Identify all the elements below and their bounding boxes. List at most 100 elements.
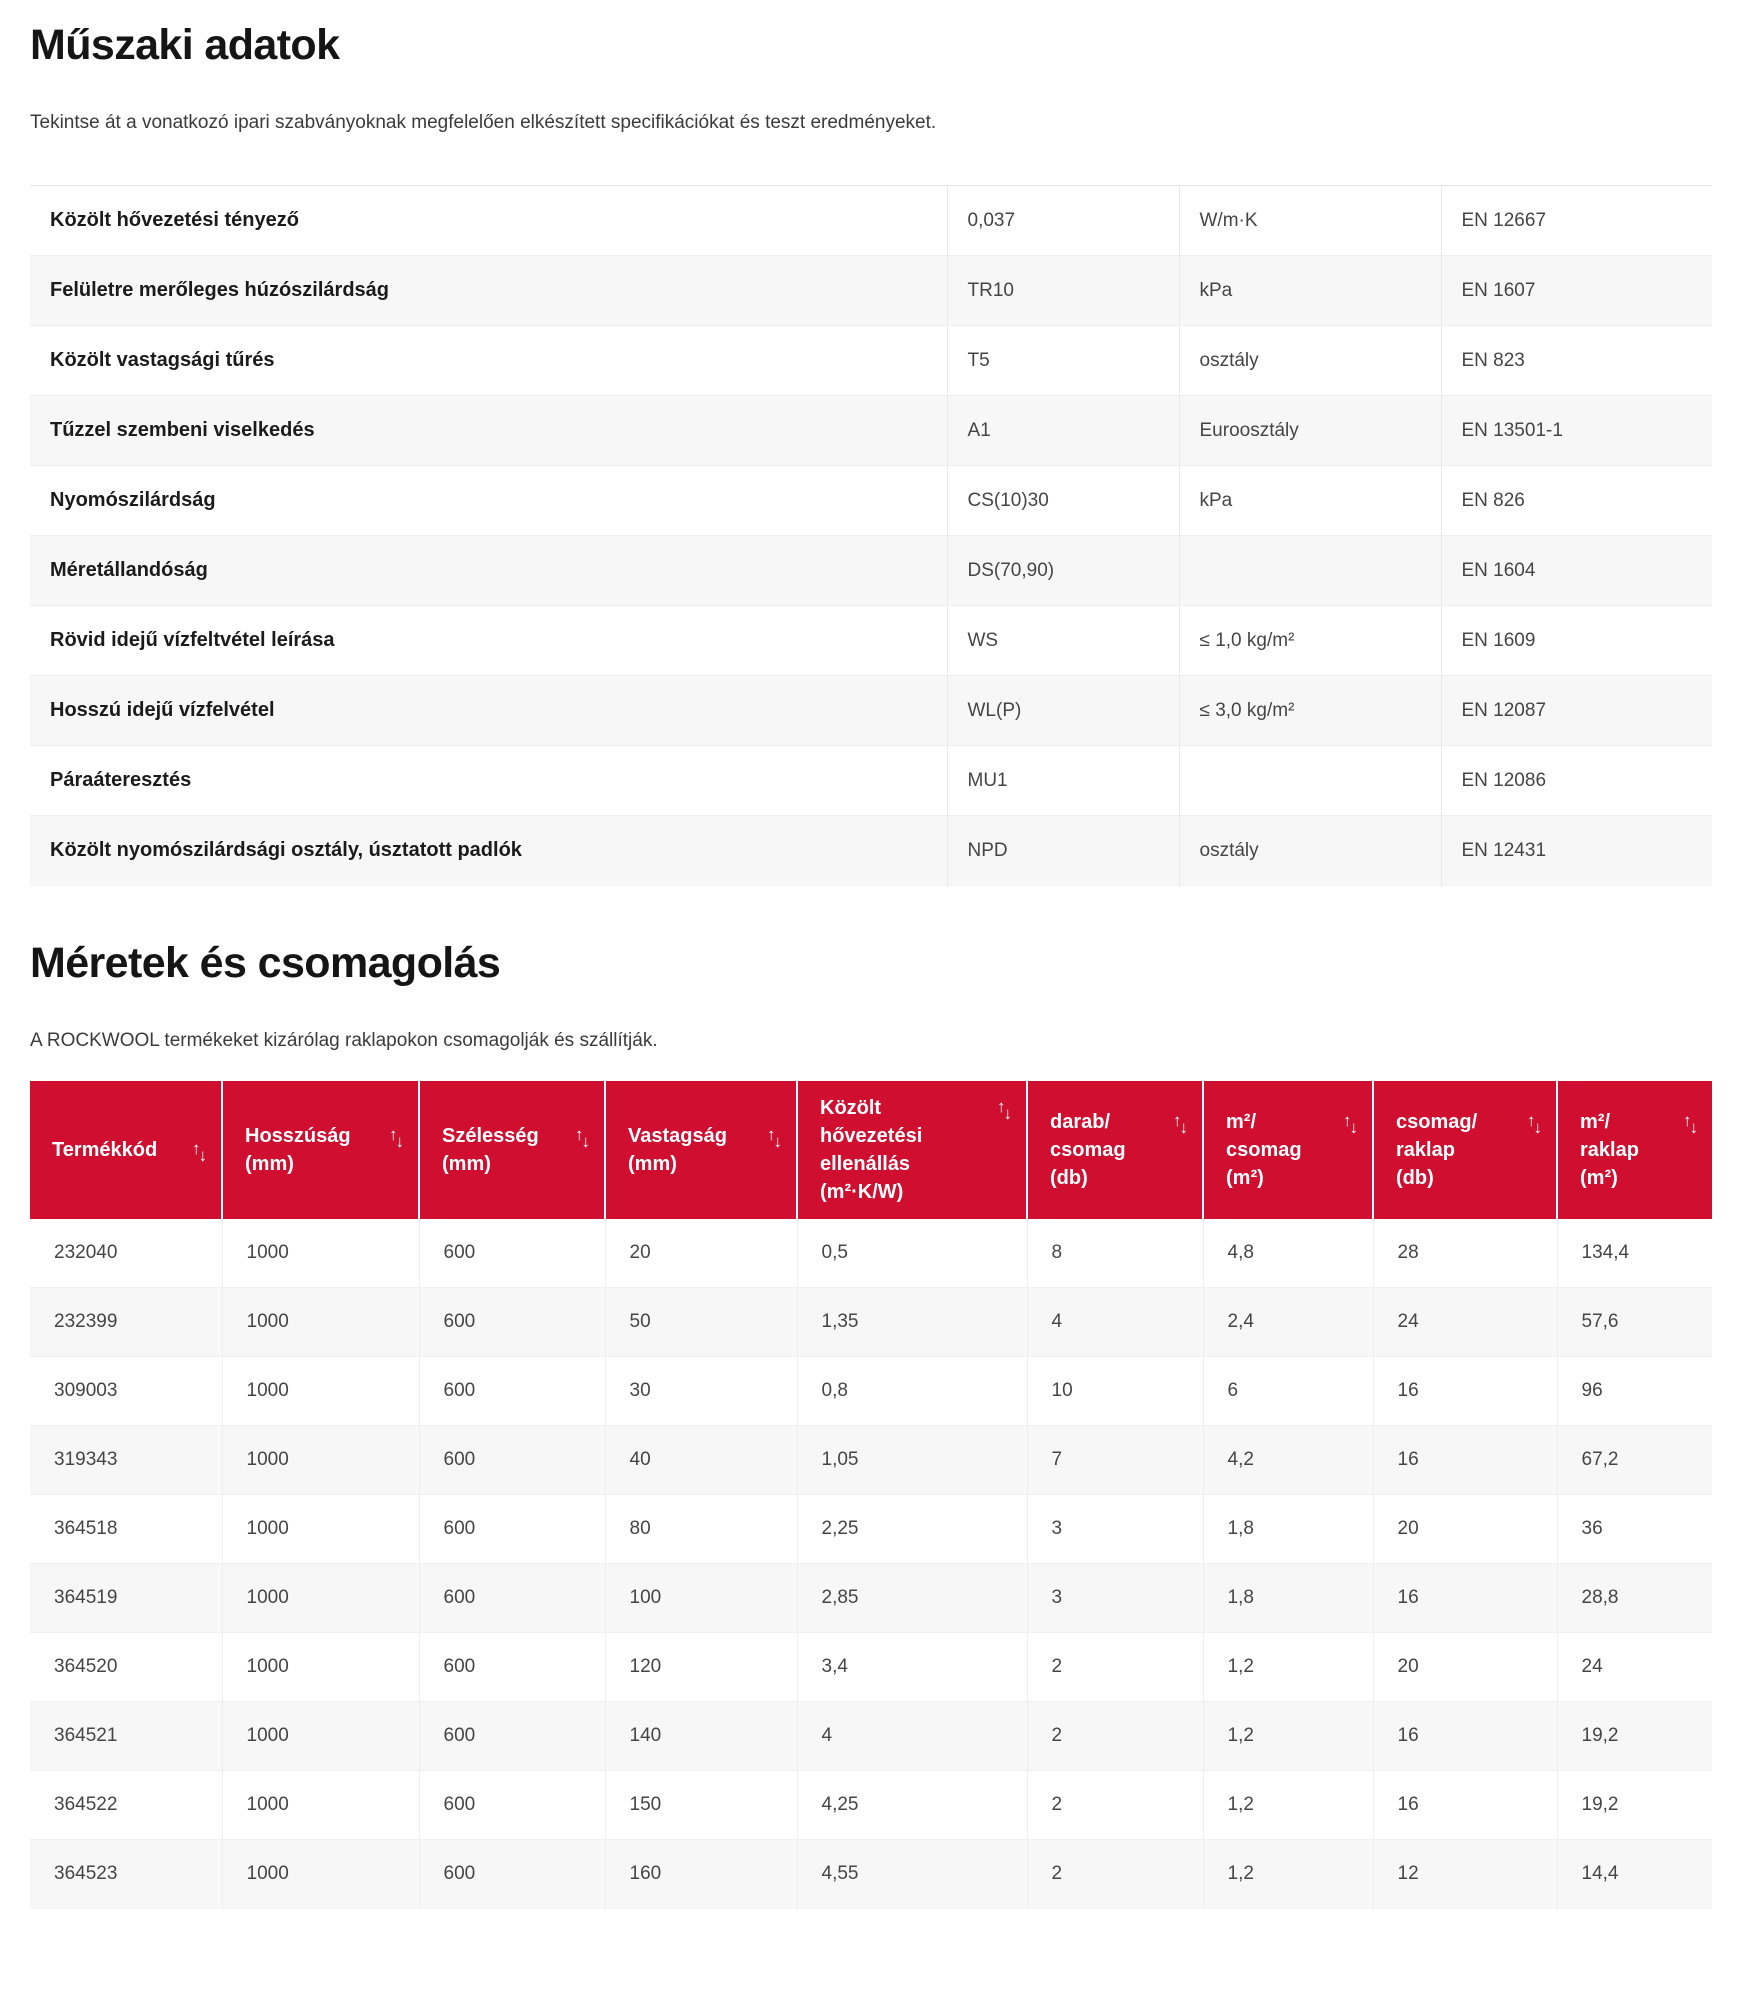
- thermal-resistance-cell: 2,85: [796, 1563, 1027, 1633]
- spec-label: Nyomószilárdság: [30, 465, 947, 536]
- sort-column-header[interactable]: Közölt hővezetési ellenállás (m²·K/W) ↑ ↓: [796, 1080, 1027, 1219]
- length-cell: 1000: [221, 1494, 419, 1564]
- spec-label: Közölt vastagsági tűrés: [30, 325, 947, 396]
- sort-column-header[interactable]: Termékkód ↑ ↓: [30, 1080, 222, 1219]
- spec-row: Tűzzel szembeni viselkedés A1 Euroosztály E…: [30, 395, 1712, 466]
- spec-value: 0,037: [946, 185, 1179, 256]
- width-cell: 600: [418, 1770, 605, 1840]
- pieces-per-pack-cell: 2: [1026, 1632, 1203, 1702]
- packs-per-pallet-cell: 16: [1372, 1425, 1557, 1495]
- column-header-label: Közölt hővezetési ellenállás (m²·K/W): [820, 1096, 923, 1203]
- spec-value: A1: [946, 395, 1179, 466]
- sort-arrows-icon: ↑ ↓: [1517, 1112, 1542, 1136]
- packs-per-pallet-cell: 24: [1372, 1287, 1557, 1357]
- m2-per-pallet-cell: 57,6: [1556, 1287, 1712, 1357]
- spec-unit: W/m·K: [1178, 185, 1441, 256]
- product-row: 364519 1000 600 100 2,85 3 1,8 16 28,8: [30, 1563, 1712, 1633]
- product-row: 364523 1000 600 160 4,55 2 1,2 12 14,4: [30, 1839, 1712, 1909]
- spec-unit: kPa: [1178, 465, 1441, 536]
- thickness-cell: 150: [604, 1770, 797, 1840]
- spec-value: NPD: [946, 815, 1179, 886]
- product-row: 364521 1000 600 140 4 2 1,2 16 19,2: [30, 1701, 1712, 1771]
- thickness-cell: 50: [604, 1287, 797, 1357]
- column-header-label: Vastagság (mm): [628, 1124, 727, 1175]
- sort-ascending-icon: ↑: [575, 1124, 584, 1144]
- sort-arrows-icon: ↑ ↓: [379, 1126, 404, 1150]
- sort-arrows-icon: ↑ ↓: [1333, 1110, 1358, 1136]
- m2-per-pack-cell: 6: [1202, 1356, 1373, 1426]
- sort-descending-icon: ↓: [1533, 1117, 1543, 1137]
- sort-column-header[interactable]: m²/raklap (m²) ↑ ↓: [1556, 1080, 1712, 1219]
- m2-per-pack-cell: 1,2: [1202, 1770, 1373, 1840]
- product-code-cell: 364518: [30, 1494, 222, 1564]
- sort-ascending-icon: ↑: [192, 1138, 201, 1158]
- pieces-per-pack-cell: 2: [1026, 1839, 1203, 1909]
- sort-column-header[interactable]: Hosszúság (mm) ↑ ↓: [221, 1080, 419, 1219]
- sort-arrows-icon: ↑ ↓: [1163, 1110, 1188, 1136]
- thermal-resistance-cell: 1,35: [796, 1287, 1027, 1357]
- technical-data-subtitle: Tekintse át a vonatkozó ipari szabványok…: [30, 112, 937, 133]
- technical-data-title: Műszaki adatok: [30, 21, 340, 69]
- m2-per-pallet-cell: 19,2: [1556, 1701, 1712, 1771]
- sort-ascending-icon: ↑: [1683, 1110, 1692, 1130]
- spec-row: Hosszú idejű vízfelvétel WL(P) ≤ 3,0 kg/m²…: [30, 675, 1712, 746]
- spec-row: Nyomószilárdság CS(10)30 kPa EN 826: [30, 465, 1712, 536]
- m2-per-pallet-cell: 134,4: [1556, 1218, 1712, 1288]
- pieces-per-pack-cell: 4: [1026, 1287, 1203, 1357]
- spec-label: Közölt hővezetési tényező: [50, 209, 299, 231]
- column-header-label: csomag/raklap (db): [1396, 1110, 1478, 1189]
- sort-arrows-icon: ↑ ↓: [1673, 1110, 1698, 1136]
- sort-descending-icon: ↓: [1003, 1103, 1013, 1123]
- width-cell: 600: [418, 1425, 605, 1495]
- spec-unit: ≤ 3,0 kg/m²: [1178, 675, 1441, 746]
- width-cell: 600: [418, 1563, 605, 1633]
- product-code-cell: 364519: [30, 1563, 222, 1633]
- spec-unit: osztály: [1178, 325, 1441, 396]
- thermal-resistance-cell: 0,5: [796, 1218, 1027, 1288]
- sort-column-header[interactable]: csomag/raklap (db) ↑ ↓: [1372, 1080, 1557, 1219]
- spec-label: Páraáteresztés: [30, 745, 947, 816]
- m2-per-pallet-cell: 28,8: [1556, 1563, 1712, 1633]
- spec-label: Rövid idejű vízfeltvétel leírása: [30, 605, 947, 676]
- spec-unit: kPa: [1178, 255, 1441, 326]
- sort-ascending-icon: ↑: [997, 1096, 1006, 1116]
- product-row: 232040 1000 600 20 0,5 8 4,8 28 134,4: [30, 1218, 1712, 1288]
- sort-ascending-icon: ↑: [1343, 1110, 1352, 1130]
- technical-data-section: Műszaki adatok Tekintse át a vonatkozó i…: [30, 0, 1712, 886]
- spec-label: Közölt nyomószilárdsági osztály, úsztato…: [30, 815, 947, 886]
- length-cell: 1000: [221, 1770, 419, 1840]
- spec-standard: EN 1607: [1440, 255, 1712, 326]
- spec-unit: Euroosztály: [1178, 395, 1441, 466]
- packs-per-pallet-cell: 16: [1372, 1356, 1557, 1426]
- m2-per-pack-cell: 1,2: [1202, 1632, 1373, 1702]
- m2-per-pallet-cell: 24: [1556, 1632, 1712, 1702]
- packs-per-pallet-cell: 28: [1372, 1218, 1557, 1288]
- m2-per-pack-cell: 4,2: [1202, 1425, 1373, 1495]
- m2-per-pack-cell: 1,8: [1202, 1494, 1373, 1564]
- product-row: 319343 1000 600 40 1,05 7 4,2 16 67,2: [30, 1425, 1712, 1495]
- spec-value: CS(10)30: [946, 465, 1179, 536]
- spec-row: Rövid idejű vízfeltvétel leírása WS ≤ 1,0 …: [30, 605, 1712, 676]
- sort-column-header[interactable]: darab/csomag (db) ↑ ↓: [1026, 1080, 1203, 1219]
- length-cell: 1000: [221, 1425, 419, 1495]
- spec-unit: [1178, 745, 1441, 816]
- pieces-per-pack-cell: 7: [1026, 1425, 1203, 1495]
- spec-label: Hosszú idejű vízfelvétel: [30, 675, 947, 746]
- width-cell: 600: [418, 1287, 605, 1357]
- sort-arrows-icon: ↑ ↓: [565, 1124, 590, 1150]
- dimensions-packaging-title: Méretek és csomagolás: [30, 938, 501, 987]
- sort-ascending-icon: ↑: [1173, 1110, 1182, 1130]
- column-header-label: m²/csomag (m²): [1226, 1110, 1302, 1189]
- sort-column-header[interactable]: Szélesség (mm) ↑ ↓: [418, 1080, 605, 1219]
- thickness-cell: 100: [604, 1563, 797, 1633]
- product-code-cell: 309003: [30, 1356, 222, 1426]
- spec-row: Közölt hővezetési tényező 0,037 W/m·K EN 12…: [30, 185, 1712, 256]
- sort-column-header[interactable]: m²/csomag (m²) ↑ ↓: [1202, 1080, 1373, 1219]
- sort-column-header[interactable]: Vastagság (mm) ↑ ↓: [604, 1080, 797, 1219]
- spec-standard: EN 12087: [1440, 675, 1712, 746]
- pieces-per-pack-cell: 10: [1026, 1356, 1203, 1426]
- thickness-cell: 80: [604, 1494, 797, 1564]
- sort-descending-icon: ↓: [1689, 1117, 1699, 1137]
- dimensions-packaging-table: Termékkód ↑ ↓ Hosszúság (mm) ↑ ↓ Szélesség (mm) ↑…: [30, 1080, 1712, 1909]
- length-cell: 1000: [221, 1218, 419, 1288]
